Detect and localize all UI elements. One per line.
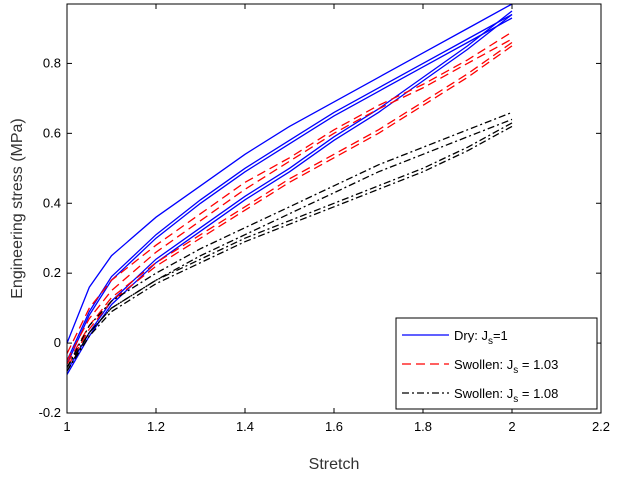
series-1-curve-5	[66, 13, 513, 375]
y-tick-label: 0.2	[43, 265, 61, 280]
x-tick-label: 1.8	[414, 419, 432, 434]
series-2-curve-4	[66, 45, 513, 368]
ticks-layer: 1 1.2 1.4 1.6 1.8 2 2.2 -0.2 0 0.2 0.4 0.6 0.8	[39, 4, 610, 434]
legend: Dry: Js=1 Swollen: Js = 1.03 Swollen: Js =…	[395, 317, 598, 410]
legend-box	[395, 317, 598, 410]
x-tick-label: 1.2	[147, 419, 165, 434]
x-tick-label: 1.6	[325, 419, 343, 434]
x-tick-label: 1	[63, 419, 70, 434]
series-1-curve-2	[66, 13, 513, 361]
series-3-curve-3	[66, 122, 513, 368]
series-2-curve-2	[66, 38, 513, 361]
x-axis-label: Stretch	[309, 456, 360, 473]
series-3-curve-1	[66, 111, 513, 368]
curves-layer	[66, 3, 513, 375]
y-tick-label: -0.2	[39, 405, 61, 420]
y-tick-label: 0.4	[43, 195, 61, 210]
legend-entry-label: Dry: Js=1	[454, 328, 508, 347]
x-tick-label: 2.2	[592, 419, 610, 434]
legend-entry-label: Swollen: Js = 1.03	[454, 357, 558, 376]
series-2-curve-1	[66, 31, 513, 354]
series-1-curve-3	[66, 17, 513, 365]
y-tick-label: 0	[54, 335, 61, 350]
y-tick-label: 0.8	[43, 55, 61, 70]
x-tick-label: 1.4	[236, 419, 254, 434]
series-3-curve-4	[66, 125, 513, 372]
y-axis-label: Engineering stress (MPa)	[9, 118, 26, 299]
y-tick-label: 0.6	[43, 125, 61, 140]
legend-entry-label: Swollen: Js = 1.08	[454, 386, 558, 405]
series-1-curve-1	[66, 3, 513, 344]
x-tick-label: 2	[508, 419, 515, 434]
series-2-curve-3	[66, 41, 513, 365]
